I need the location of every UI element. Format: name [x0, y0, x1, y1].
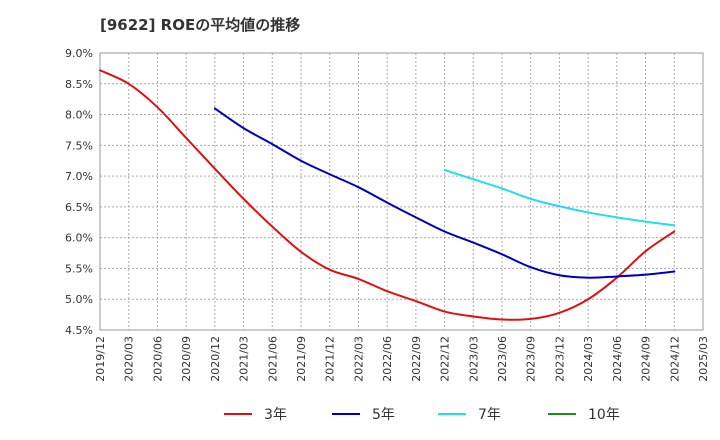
y-tick-label: 7.5% — [65, 139, 93, 152]
legend-label-4: 10年 — [588, 407, 620, 423]
x-tick-label: 2025/03 — [697, 336, 710, 382]
y-tick-label: 7.0% — [65, 170, 93, 183]
x-tick-label: 2020/09 — [180, 336, 193, 382]
y-tick-label: 8.5% — [65, 78, 93, 91]
plot-frame — [99, 52, 704, 331]
x-tick-label: 2020/06 — [151, 336, 164, 382]
x-tick-label: 2021/06 — [266, 336, 279, 382]
x-tick-label: 2023/06 — [496, 336, 509, 382]
chart-title: [9622] ROEの平均値の推移 — [100, 16, 300, 34]
x-tick-label: 2023/03 — [467, 336, 480, 382]
x-tick-label: 2022/09 — [410, 336, 423, 382]
series-line-2 — [213, 107, 676, 279]
x-tick-label: 2019/12 — [94, 336, 107, 382]
y-tick-label: 8.0% — [65, 109, 93, 122]
x-tick-label: 2022/12 — [439, 336, 452, 382]
legend-label-3: 7年 — [478, 407, 501, 423]
plot-background — [100, 53, 703, 330]
x-tick-label: 2022/06 — [381, 336, 394, 382]
legend-label-1: 3年 — [264, 407, 287, 423]
x-tick-label: 2024/06 — [611, 336, 624, 382]
x-tick-label: 2024/12 — [668, 336, 681, 382]
x-tick-label: 2020/03 — [123, 336, 136, 382]
x-tick-label: 2024/03 — [582, 336, 595, 382]
x-tick-label: 2021/12 — [324, 336, 337, 382]
x-tick-label: 2021/09 — [295, 336, 308, 382]
x-tick-label: 2023/09 — [525, 336, 538, 382]
y-tick-label: 4.5% — [65, 324, 93, 337]
legend-label-2: 5年 — [372, 407, 395, 423]
x-tick-label: 2020/12 — [209, 336, 222, 382]
series-line-3 — [443, 168, 676, 227]
y-tick-label: 5.0% — [65, 293, 93, 306]
x-tick-label: 2021/03 — [238, 336, 251, 382]
y-tick-label: 6.5% — [65, 201, 93, 214]
legend: 3年 5年 7年 10年 — [224, 407, 620, 423]
y-tick-label: 5.5% — [65, 262, 93, 275]
x-tick-label: 2022/03 — [352, 336, 365, 382]
x-tick-label: 2024/09 — [640, 336, 653, 382]
x-tick-label: 2023/12 — [553, 336, 566, 382]
series-line-1 — [99, 69, 676, 321]
y-tick-label: 6.0% — [65, 232, 93, 245]
y-tick-label: 9.0% — [65, 47, 93, 60]
plot-area: 4.5% 5.0% 5.5% 6.0% 6.5% 7.0% 7.5% 8.0% 8.5% 9.0%… — [65, 47, 710, 382]
